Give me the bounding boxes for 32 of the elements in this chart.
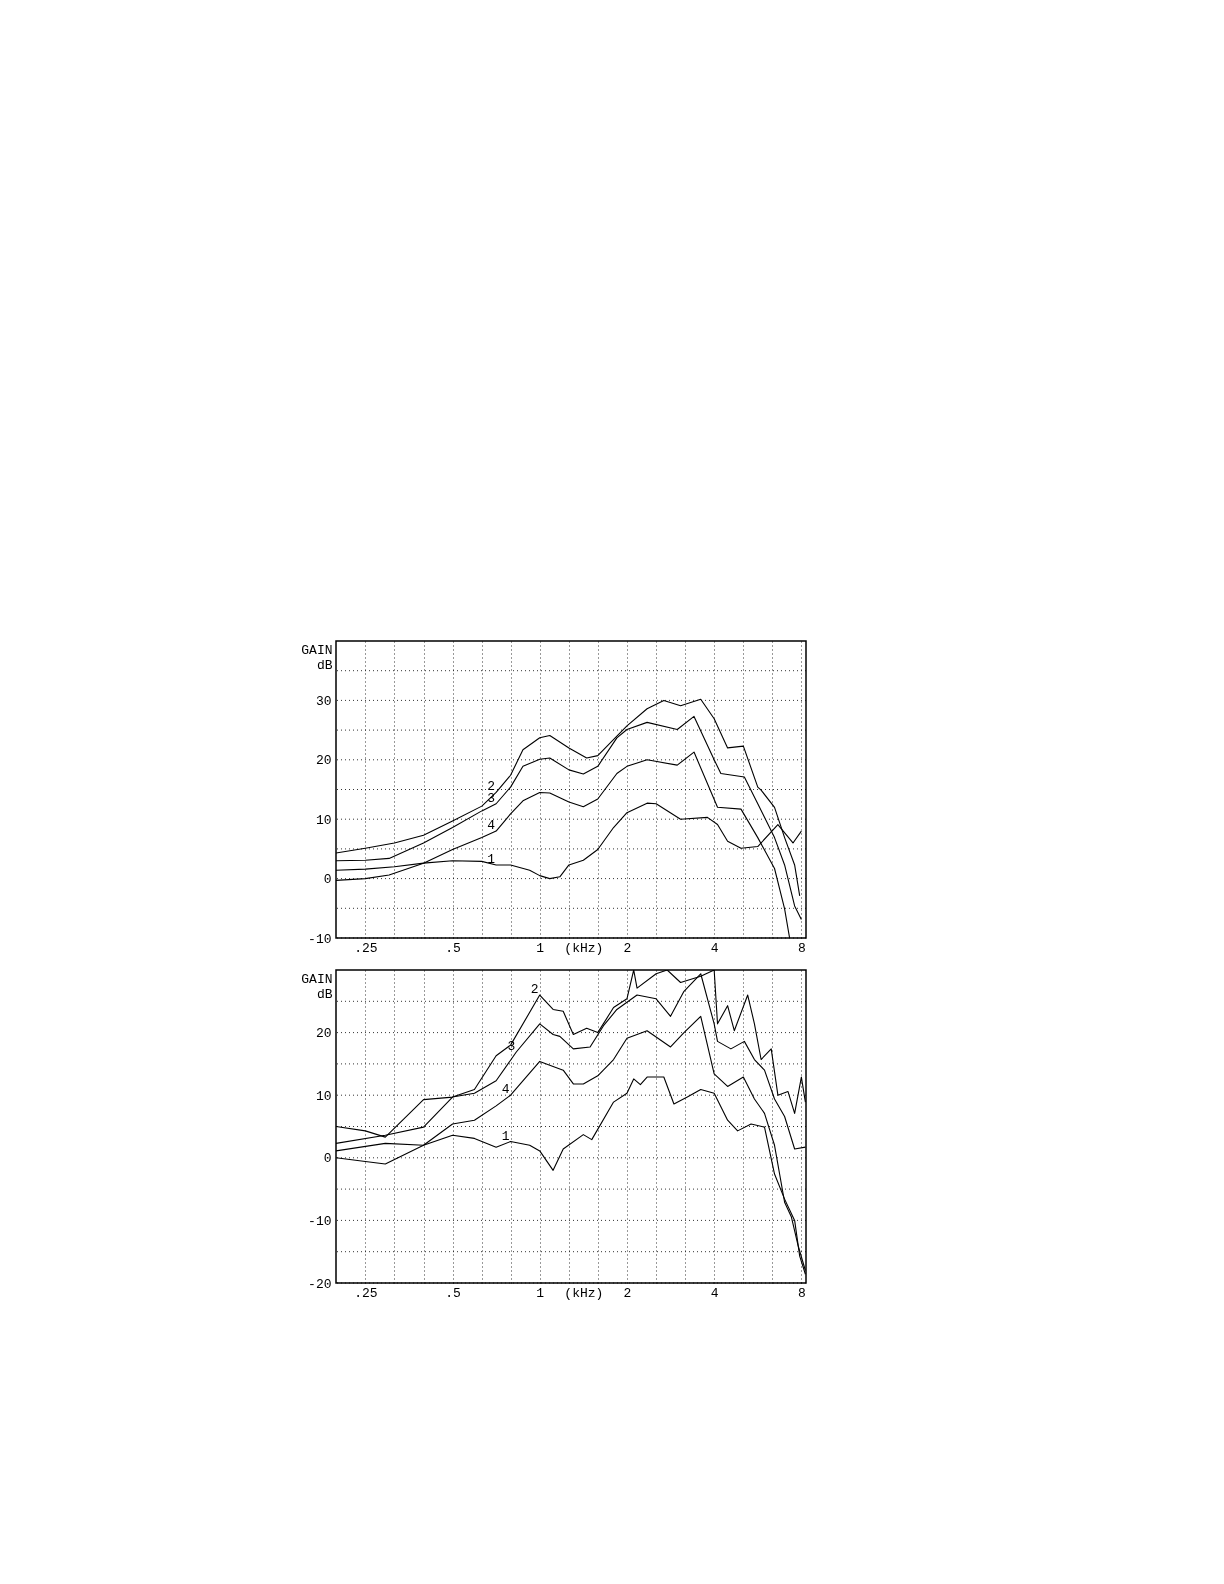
y-tick-label: 0 xyxy=(323,1151,332,1167)
y-tick-label: 20 xyxy=(315,1026,332,1042)
x-tick-label: 1 xyxy=(536,1285,545,1301)
y-tick-label: 10 xyxy=(315,1088,332,1104)
x-axis-title: (kHz) xyxy=(564,940,604,956)
y-tick-label: 0 xyxy=(323,872,332,888)
series-label: 4 xyxy=(501,1082,510,1098)
y-tick-label: 30 xyxy=(315,693,332,709)
x-tick-label: 8 xyxy=(797,940,806,956)
y-tick-label: -20 xyxy=(308,1276,332,1292)
y-tick-label: -10 xyxy=(308,1213,332,1229)
x-tick-label: .5 xyxy=(445,1285,461,1301)
x-tick-label: 4 xyxy=(710,940,719,956)
y-axis-title: GAIN dB xyxy=(301,971,333,1002)
x-tick-label: 2 xyxy=(623,1285,632,1301)
series-label: 2 xyxy=(530,982,539,998)
x-tick-label: 4 xyxy=(710,1285,719,1301)
y-tick-label: -10 xyxy=(308,931,332,947)
x-tick-label: 2 xyxy=(623,940,632,956)
series-label: 4 xyxy=(487,818,496,834)
x-tick-label: .5 xyxy=(445,940,461,956)
y-tick-label: 20 xyxy=(315,753,332,769)
y-tick-label: 10 xyxy=(315,812,332,828)
x-axis-title: (kHz) xyxy=(564,1285,604,1301)
series-label: 1 xyxy=(501,1128,510,1144)
series-label: 1 xyxy=(487,851,496,867)
x-tick-label: 8 xyxy=(797,1285,806,1301)
x-tick-label: .25 xyxy=(354,940,378,956)
series-label: 3 xyxy=(507,1039,516,1055)
y-axis-title: GAIN dB xyxy=(301,642,333,673)
x-tick-label: 1 xyxy=(536,940,545,956)
x-tick-label: .25 xyxy=(354,1285,378,1301)
